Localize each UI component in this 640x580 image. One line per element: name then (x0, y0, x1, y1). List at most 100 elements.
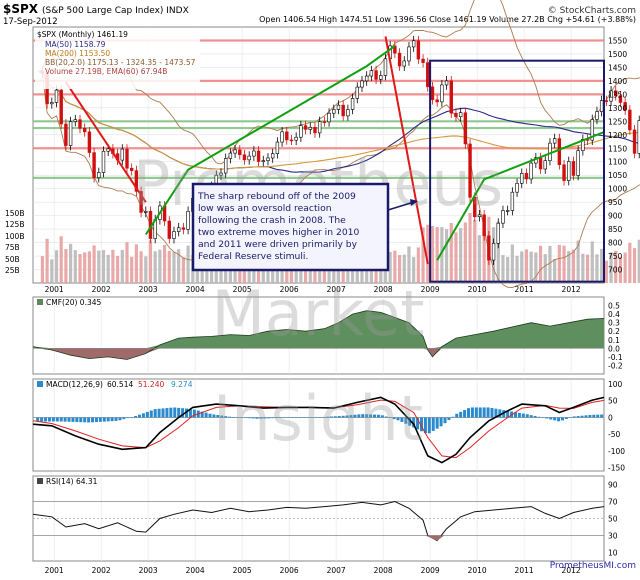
cmf-y-tick: 0.0 (608, 344, 620, 353)
main-legend: $SPX (Monthly) 1461.19 MA(50) 1158.79 MA… (35, 29, 200, 89)
macd-histogram-bar (302, 417, 306, 418)
candle-body (360, 80, 364, 88)
main-x-tick: 2007 (327, 285, 346, 294)
candle-body (369, 70, 374, 77)
candle-body (430, 86, 435, 101)
candle-body (59, 89, 63, 125)
macd-histogram-bar (282, 417, 286, 418)
volume-bar (148, 240, 153, 283)
candle-body (520, 173, 524, 184)
volume-bar (73, 250, 77, 283)
candle-body (144, 211, 148, 213)
macd-histogram-bar (435, 417, 439, 429)
candle-body (313, 126, 317, 134)
macd-histogram-bar (228, 416, 232, 418)
candle-body (346, 109, 350, 117)
volume-bar (600, 248, 604, 283)
annotation-line: two extreme moves higher in 2010 (198, 227, 360, 238)
macd-histogram-bar (416, 417, 420, 430)
volume-bar (412, 257, 416, 283)
macd-histogram-bar (478, 407, 482, 418)
macd-histogram-bar (192, 409, 196, 418)
main-y-tick: 1200 (608, 131, 627, 140)
candle-body (571, 161, 576, 176)
macd-histogram-bar (568, 417, 572, 418)
macd-histogram-bar (212, 414, 216, 418)
volume-bar (111, 249, 115, 283)
macd-histogram-bar (459, 411, 463, 418)
macd-histogram-bar (592, 414, 596, 418)
main-x-tick: 2002 (92, 285, 111, 294)
volume-bar (444, 229, 449, 283)
volume-bar (557, 244, 561, 283)
candle-body (261, 160, 265, 162)
macd-panel-frame (32, 378, 605, 472)
bottom-x-tick: 2007 (327, 566, 346, 575)
volume-bar (571, 249, 576, 283)
volume-bar (454, 232, 458, 283)
rsi-layer (32, 500, 605, 542)
macd-histogram-bar (71, 417, 75, 422)
cmf-label: CMF(20) 0.345 (46, 298, 102, 307)
main-x-tick: 2010 (468, 285, 487, 294)
main-y-tick: 1050 (608, 171, 627, 180)
main-y-tick: 1000 (608, 185, 627, 194)
volume-bar (416, 247, 420, 283)
volume-bar (68, 243, 73, 283)
macd-histogram-bar (247, 417, 251, 419)
main-x-tick: 2006 (280, 285, 299, 294)
volume-bar (54, 250, 59, 283)
macd-histogram-bar (474, 407, 478, 418)
macd-histogram-bar (188, 408, 192, 418)
volume-bar (609, 252, 613, 283)
rsi-line (32, 500, 605, 542)
volume-bar (402, 254, 406, 283)
candle-body (567, 161, 571, 181)
macd-histogram-bar (470, 407, 474, 418)
candle-body (78, 119, 82, 129)
chart-date: 17-Sep-2012 (3, 17, 58, 27)
macd-histogram-bar (600, 414, 604, 418)
macd-histogram-bar (369, 414, 373, 418)
candle-body (73, 119, 77, 122)
cmf-y-tick: -0.2 (608, 361, 623, 370)
candle-body (590, 119, 594, 141)
macd-histogram-bar (44, 417, 48, 422)
volume-tick: 50B (5, 255, 20, 264)
candle-body (82, 128, 87, 133)
candle-body (341, 104, 345, 117)
candle-body (332, 109, 336, 114)
candle-body (383, 58, 388, 76)
volume-bar (468, 213, 472, 283)
volume-bar (576, 240, 580, 283)
volume-bar (144, 256, 148, 283)
macd-histogram-bar (553, 417, 557, 421)
macd-histogram-bar (588, 415, 592, 418)
rsi-y-tick: 10 (608, 549, 618, 558)
volume-bar (83, 252, 87, 283)
volume-bar (581, 253, 585, 283)
macd-histogram-bar (169, 407, 173, 418)
volume-bar (172, 251, 176, 283)
macd-histogram-bar (200, 411, 204, 418)
macd-histogram-bar (388, 417, 392, 418)
macd-histogram-bar (130, 417, 134, 418)
candle-body (266, 157, 270, 161)
macd-histogram-bar (349, 415, 353, 418)
candle-body (562, 164, 566, 181)
macd-histogram-bar (279, 417, 283, 418)
macd-histogram-bar (517, 412, 521, 418)
candle-body (186, 211, 190, 230)
volume-bar (548, 245, 552, 283)
volume-bar (397, 255, 402, 283)
bottom-x-tick: 2003 (139, 566, 158, 575)
bottom-x-tick: 2005 (233, 566, 252, 575)
macd-y-tick: 0 (608, 413, 613, 422)
volume-tick: 125B (5, 220, 24, 229)
candle-body (501, 210, 505, 224)
macd-histogram-bar (122, 417, 126, 420)
volume-bar (562, 245, 566, 283)
volume-bar (637, 239, 640, 283)
macd-histogram-bar (243, 417, 247, 418)
macd-histogram-bar (365, 414, 369, 418)
